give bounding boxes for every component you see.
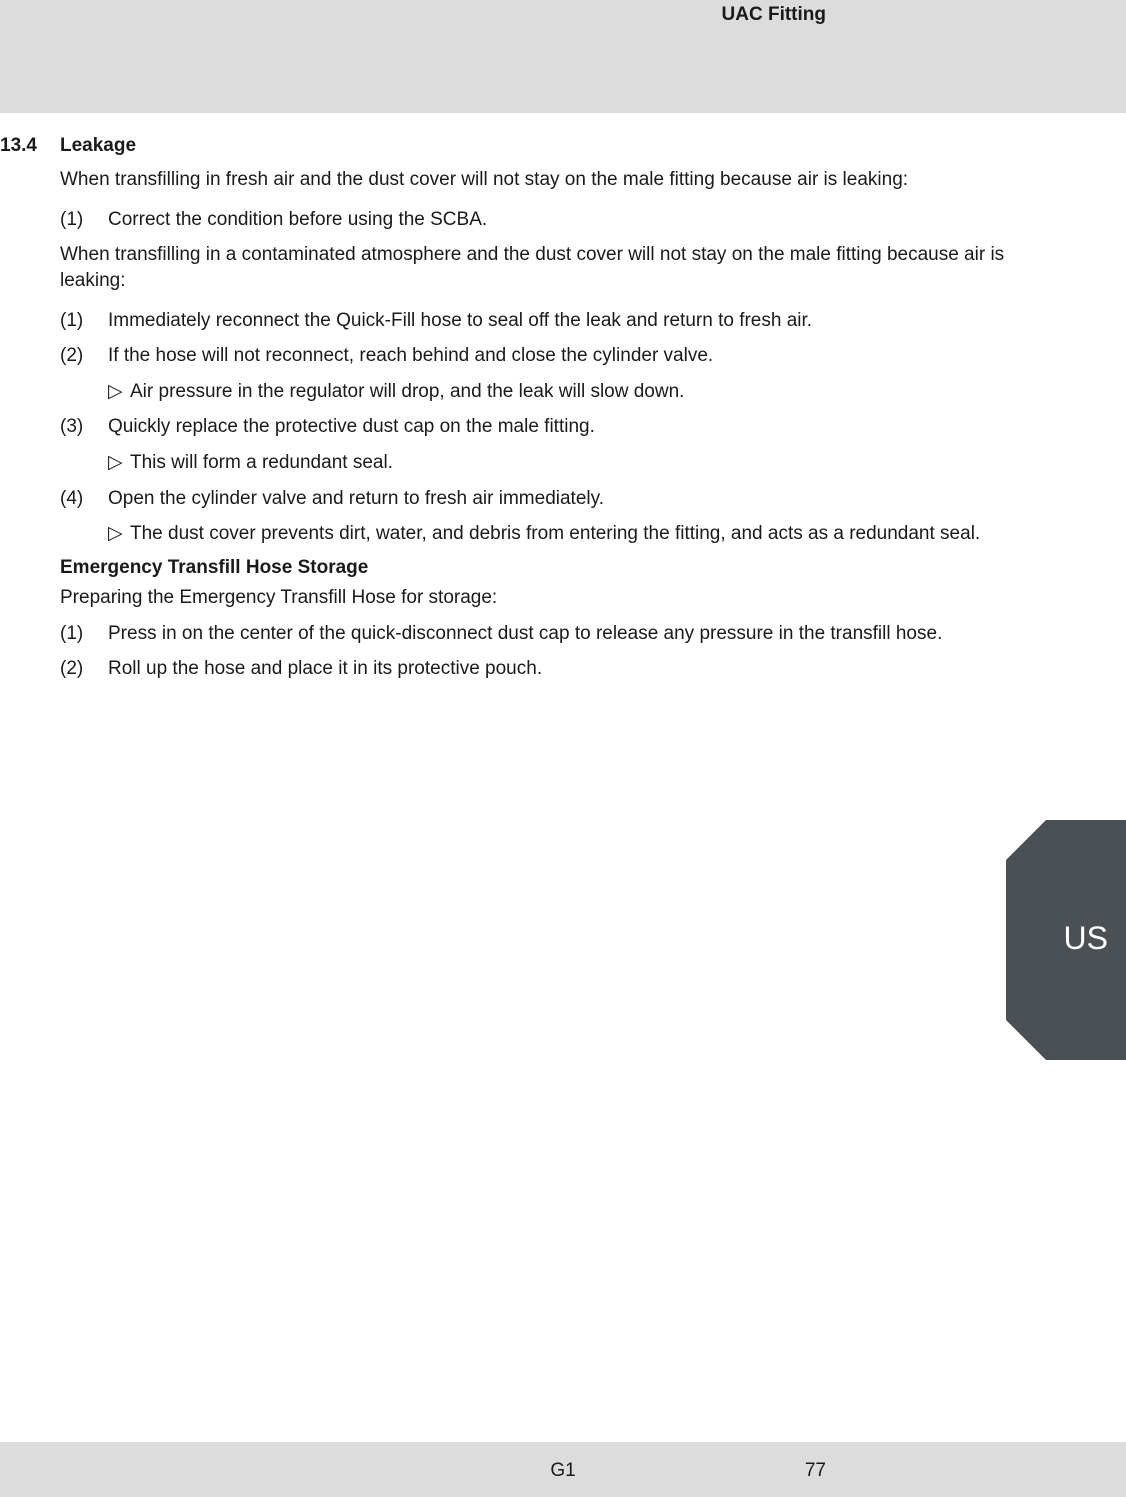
- triangle-icon: ▷: [108, 521, 130, 547]
- sub-item: ▷ Air pressure in the regulator will dro…: [108, 379, 1006, 405]
- sub-text: Air pressure in the regulator will drop,…: [130, 379, 1006, 405]
- list-text: Press in on the center of the quick-disc…: [108, 621, 1006, 647]
- page-header: UAC Fitting: [0, 0, 1126, 113]
- locale-label: US: [1064, 920, 1108, 957]
- paragraph: When transfilling in fresh air and the d…: [60, 167, 1006, 193]
- sub-text: This will form a redundant seal.: [130, 450, 1006, 476]
- list-text: Correct the condition before using the S…: [108, 207, 1006, 233]
- list-item: (2) If the hose will not reconnect, reac…: [60, 343, 1006, 369]
- footer-center-label: G1: [550, 1460, 575, 1482]
- list-text: Open the cylinder valve and return to fr…: [108, 486, 1006, 512]
- list-number: (2): [60, 656, 108, 682]
- list-item: (1) Correct the condition before using t…: [60, 207, 1006, 233]
- paragraph: Preparing the Emergency Transfill Hose f…: [60, 585, 1006, 611]
- page-footer: G1 77: [0, 1442, 1126, 1497]
- list-number: (3): [60, 414, 108, 440]
- list-number: (1): [60, 207, 108, 233]
- list-item: (4) Open the cylinder valve and return t…: [60, 486, 1006, 512]
- page-number: 77: [805, 1460, 826, 1482]
- list-text: If the hose will not reconnect, reach be…: [108, 343, 1006, 369]
- list-text: Quickly replace the protective dust cap …: [108, 414, 1006, 440]
- list-item: (3) Quickly replace the protective dust …: [60, 414, 1006, 440]
- sub-item: ▷ The dust cover prevents dirt, water, a…: [108, 521, 1006, 547]
- list-text: Immediately reconnect the Quick-Fill hos…: [108, 308, 1006, 334]
- paragraph: When transfilling in a contaminated atmo…: [60, 242, 1006, 293]
- list-item: (1) Press in on the center of the quick-…: [60, 621, 1006, 647]
- list-item: (1) Immediately reconnect the Quick-Fill…: [60, 308, 1006, 334]
- subsection-title: Emergency Transfill Hose Storage: [60, 557, 1006, 579]
- section-heading: 13.4 Leakage: [0, 135, 1006, 157]
- list-number: (4): [60, 486, 108, 512]
- section-title: Leakage: [60, 135, 136, 157]
- section-number: 13.4: [0, 135, 60, 157]
- triangle-icon: ▷: [108, 379, 130, 405]
- list-text: Roll up the hose and place it in its pro…: [108, 656, 1006, 682]
- sub-text: The dust cover prevents dirt, water, and…: [130, 521, 1006, 547]
- page-content: 13.4 Leakage When transfilling in fresh …: [0, 113, 1126, 682]
- triangle-icon: ▷: [108, 450, 130, 476]
- list-number: (1): [60, 621, 108, 647]
- sub-item: ▷ This will form a redundant seal.: [108, 450, 1006, 476]
- locale-tab: US: [1006, 820, 1126, 1060]
- list-item: (2) Roll up the hose and place it in its…: [60, 656, 1006, 682]
- list-number: (1): [60, 308, 108, 334]
- header-title: UAC Fitting: [722, 4, 826, 26]
- list-number: (2): [60, 343, 108, 369]
